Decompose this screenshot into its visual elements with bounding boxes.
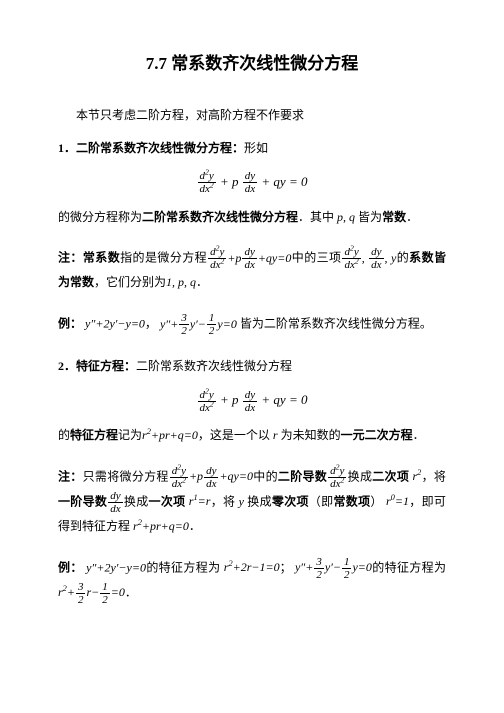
n2-r2: r2: [409, 469, 421, 483]
sec2-description: 的特征方程记为r2+pr+q=0，这是一个以 r 为未知数的一元二次方程．: [58, 424, 446, 447]
n2h: （即: [309, 494, 334, 508]
sec2-t2: 一元二次方程: [341, 428, 413, 442]
n2-r1: r1=r: [185, 494, 210, 508]
document-page: 7.7 常系数齐次线性微分方程 本节只考虑二阶方程，对高阶方程不作要求 1．二阶…: [0, 0, 504, 646]
note-tail: ，它们分别为: [94, 275, 166, 289]
note2-label: 注：: [58, 469, 83, 483]
n2t3: 一阶导数: [58, 494, 107, 508]
sec1-term: 二阶常系数齐次线性微分方程: [142, 210, 298, 224]
sec1-heading-tail: 形如: [244, 141, 268, 155]
note-t2: 中的三项: [291, 251, 341, 265]
section-1: 1．二阶常系数齐次线性微分方程：形如: [58, 137, 446, 160]
n2-eq1: d2ydx2+pdydx+qy=0: [169, 469, 253, 483]
n2c: 换成: [347, 469, 372, 483]
n2-r0: r0=1: [383, 494, 409, 508]
section-2: 2．特征方程：二阶常系数齐次线性微分方程: [58, 355, 446, 378]
ex2-ch2: r2+32r−12=0: [58, 585, 125, 599]
n2b: 中的: [253, 469, 278, 483]
pq: p, q: [337, 210, 355, 224]
sec1-d1: 的微分方程称为: [58, 210, 142, 224]
n2t2: 二次项: [372, 469, 409, 483]
n2d: ，将: [421, 469, 446, 483]
sec2-d4: 为未知数的: [278, 428, 341, 442]
n2-final: r2+pr+q=0: [130, 519, 189, 533]
n2-d1: dydx: [107, 494, 123, 508]
ex1-eq2: y″+32y′−12y=0: [160, 317, 237, 331]
note-2: 注：只需将微分方程d2ydx2+pdydx+qy=0中的二阶导数d2ydx2换成…: [58, 465, 446, 538]
sec1-const: 常数: [382, 210, 406, 224]
ex-label-2: 例：: [58, 560, 83, 574]
ex-label-1: 例：: [58, 317, 82, 331]
ex2-ch1: r2+2r−1=0: [220, 560, 279, 574]
ex2a: 的特征方程为: [146, 560, 220, 574]
n2t4: 一次项: [149, 494, 186, 508]
ex2-eq1: y″+2y′−y=0: [86, 560, 146, 574]
eq-inline-2: d2ydx2, dydx, y: [341, 251, 396, 265]
ex2b: ；: [280, 560, 292, 574]
page-title: 7.7 常系数齐次线性微分方程: [58, 48, 446, 80]
n2i: ）: [370, 494, 382, 508]
n2t5: 零次项: [272, 494, 309, 508]
char-eq: r2+pr+q=0: [142, 428, 198, 442]
example-2: 例： y″+2y′−y=0的特征方程为 r2+2r−1=0； y″+32y′−1…: [58, 556, 446, 606]
ex1-tail: 皆为二阶常系数齐次线性微分方程。: [240, 317, 432, 331]
n2-d2: d2ydx2: [327, 469, 347, 483]
coef: 1, p, q: [166, 275, 196, 289]
n2t1: 二阶导数: [278, 469, 327, 483]
sec1-d3: 皆为: [355, 210, 382, 224]
n2e: 换成: [124, 494, 149, 508]
sec2-text: 二阶常系数齐次线性微分方程: [136, 359, 292, 373]
sec2-d3: ，这是一个以: [198, 428, 273, 442]
intro-text: 本节只考虑二阶方程，对高阶方程不作要求: [58, 104, 446, 127]
sec1-heading: 1．二阶常系数齐次线性微分方程：: [58, 141, 244, 155]
sec1-description: 的微分方程称为二阶常系数齐次线性微分方程．其中 p, q 皆为常数．: [58, 206, 446, 229]
example-1: 例： y″+2y′−y=0， y″+32y′−12y=0 皆为二阶常系数齐次线性…: [58, 312, 446, 337]
ex2-eq2: y″+32y′−12y=0: [295, 560, 372, 574]
sec2-t1: 特征方程: [70, 428, 118, 442]
note-t3: 的: [396, 251, 409, 265]
note-t1: 指的是微分方程: [120, 251, 207, 265]
n2a: 只需将微分方程: [83, 469, 169, 483]
sec2-d2: 记为: [118, 428, 142, 442]
sec2-d1: 的: [58, 428, 70, 442]
equation-2: d2ydx2 + p dydx + qy = 0: [58, 388, 446, 414]
ex1-eq1: y″+2y′−y=0: [85, 317, 145, 331]
sec1-d2: ．其中: [298, 210, 337, 224]
note-1: 注：常系数指的是微分方程d2ydx2+pdydx+qy=0中的三项d2ydx2,…: [58, 246, 446, 294]
n2f: ，将: [210, 494, 238, 508]
ex2c: 的特征方程为: [372, 560, 446, 574]
n2t6: 常数项: [333, 494, 370, 508]
sec2-heading: 2．特征方程：: [58, 359, 136, 373]
n2g: 换成: [244, 494, 272, 508]
note-label: 注：常系数: [58, 251, 120, 265]
eq-inline-1: d2ydx2+pdydx+qy=0: [207, 251, 291, 265]
equation-1: d2ydx2 + p dydx + qy = 0: [58, 170, 446, 196]
